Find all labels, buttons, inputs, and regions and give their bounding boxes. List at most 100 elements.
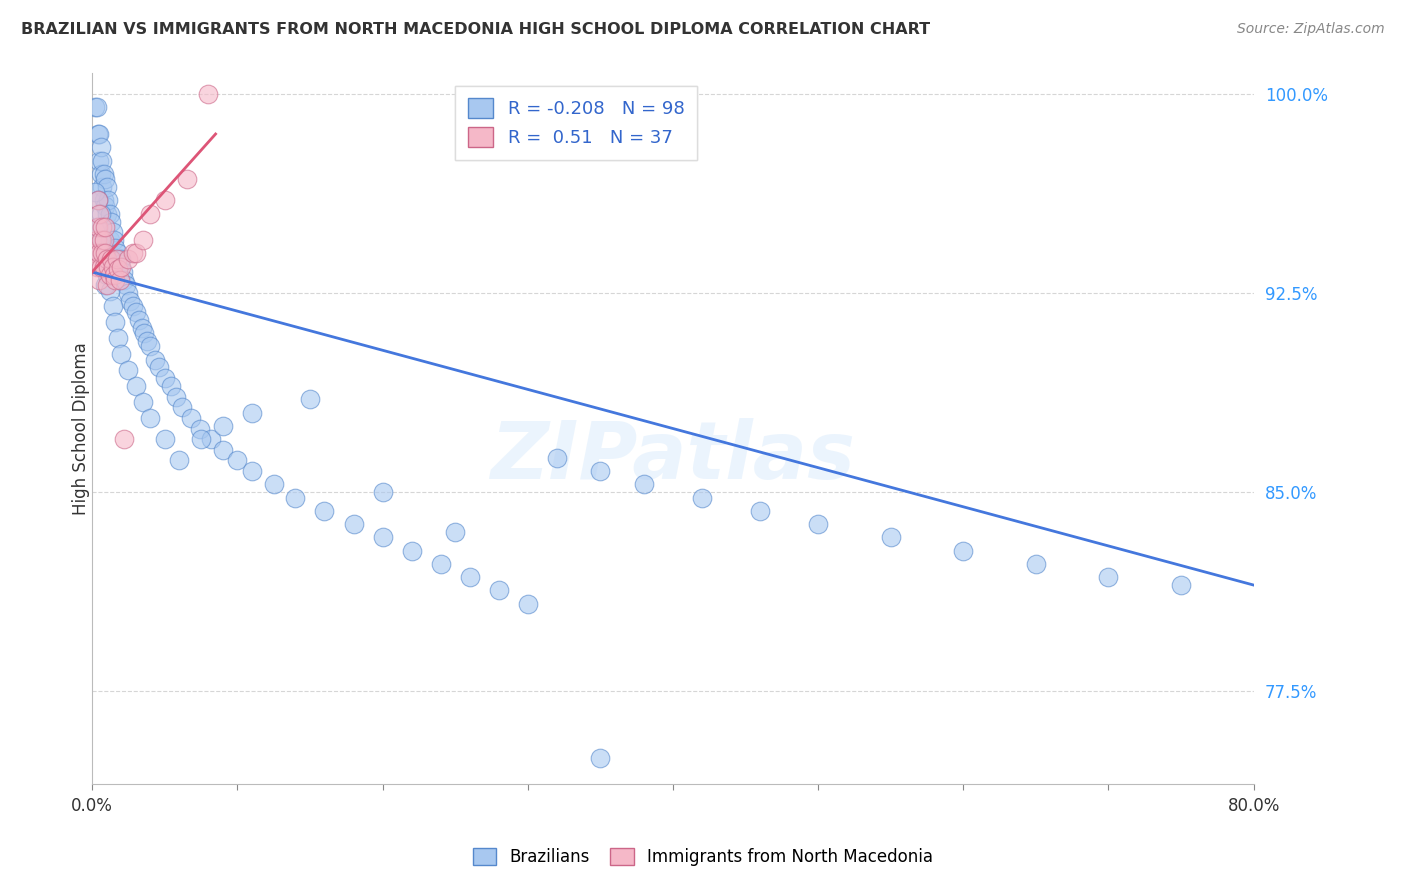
Point xyxy=(84,246,107,260)
Point xyxy=(89,153,111,168)
Point xyxy=(86,260,108,274)
Point xyxy=(96,252,118,266)
Text: ZIPatlas: ZIPatlas xyxy=(491,418,855,496)
Point xyxy=(87,194,110,208)
Point xyxy=(121,246,143,260)
Point xyxy=(1097,570,1119,584)
Point xyxy=(91,246,114,260)
Point xyxy=(104,315,127,329)
Point xyxy=(94,219,117,234)
Point xyxy=(104,241,127,255)
Point xyxy=(132,233,155,247)
Point xyxy=(93,260,115,274)
Point xyxy=(136,334,159,348)
Point xyxy=(342,516,364,531)
Point xyxy=(96,180,118,194)
Point xyxy=(165,390,187,404)
Text: BRAZILIAN VS IMMIGRANTS FROM NORTH MACEDONIA HIGH SCHOOL DIPLOMA CORRELATION CHA: BRAZILIAN VS IMMIGRANTS FROM NORTH MACED… xyxy=(21,22,931,37)
Point xyxy=(589,750,612,764)
Point xyxy=(108,257,131,271)
Point xyxy=(190,432,212,446)
Point xyxy=(97,260,120,274)
Point xyxy=(93,194,115,208)
Point xyxy=(100,252,122,266)
Point xyxy=(159,379,181,393)
Point xyxy=(91,233,114,247)
Point xyxy=(240,464,263,478)
Point xyxy=(107,246,129,260)
Point xyxy=(952,543,974,558)
Point xyxy=(101,300,124,314)
Point xyxy=(211,418,233,433)
Point xyxy=(371,530,394,544)
Point xyxy=(121,300,143,314)
Point xyxy=(90,233,112,247)
Point xyxy=(117,363,139,377)
Point xyxy=(143,352,166,367)
Point xyxy=(101,225,124,239)
Point xyxy=(98,284,121,298)
Point xyxy=(284,491,307,505)
Point xyxy=(125,379,148,393)
Point xyxy=(488,583,510,598)
Point xyxy=(153,194,176,208)
Point xyxy=(118,294,141,309)
Point xyxy=(139,206,162,220)
Point xyxy=(807,516,830,531)
Point xyxy=(240,406,263,420)
Point xyxy=(89,127,111,141)
Point xyxy=(90,140,112,154)
Point xyxy=(107,262,129,277)
Point xyxy=(1170,578,1192,592)
Point xyxy=(153,371,176,385)
Y-axis label: High School Diploma: High School Diploma xyxy=(72,343,90,515)
Point xyxy=(86,219,108,234)
Text: Source: ZipAtlas.com: Source: ZipAtlas.com xyxy=(1237,22,1385,37)
Point xyxy=(98,206,121,220)
Point xyxy=(176,172,198,186)
Point xyxy=(125,305,148,319)
Point xyxy=(125,246,148,260)
Point xyxy=(172,401,194,415)
Point xyxy=(103,268,125,282)
Point xyxy=(114,278,136,293)
Point xyxy=(104,273,127,287)
Point xyxy=(90,260,112,274)
Point xyxy=(89,246,111,260)
Point xyxy=(263,477,285,491)
Point xyxy=(110,347,132,361)
Point xyxy=(314,504,336,518)
Point xyxy=(91,219,114,234)
Point xyxy=(134,326,156,340)
Point xyxy=(298,392,321,407)
Point xyxy=(97,194,120,208)
Point xyxy=(93,260,115,274)
Point xyxy=(89,246,111,260)
Point xyxy=(131,320,153,334)
Point xyxy=(188,421,211,435)
Legend: R = -0.208   N = 98, R =  0.51   N = 37: R = -0.208 N = 98, R = 0.51 N = 37 xyxy=(456,86,697,160)
Point xyxy=(93,167,115,181)
Point xyxy=(458,570,481,584)
Point xyxy=(546,450,568,465)
Point xyxy=(98,268,121,282)
Point xyxy=(86,100,108,114)
Point xyxy=(98,233,121,247)
Point xyxy=(112,432,135,446)
Point xyxy=(89,206,111,220)
Point xyxy=(110,260,132,274)
Point xyxy=(110,252,132,266)
Point xyxy=(117,252,139,266)
Point xyxy=(107,331,129,345)
Point xyxy=(633,477,655,491)
Point xyxy=(139,339,162,353)
Point xyxy=(197,87,219,102)
Legend: Brazilians, Immigrants from North Macedonia: Brazilians, Immigrants from North Macedo… xyxy=(465,840,941,875)
Point xyxy=(180,411,202,425)
Point xyxy=(96,268,118,282)
Point xyxy=(108,273,131,287)
Point xyxy=(84,186,107,200)
Point xyxy=(128,312,150,326)
Point xyxy=(96,206,118,220)
Point xyxy=(429,557,451,571)
